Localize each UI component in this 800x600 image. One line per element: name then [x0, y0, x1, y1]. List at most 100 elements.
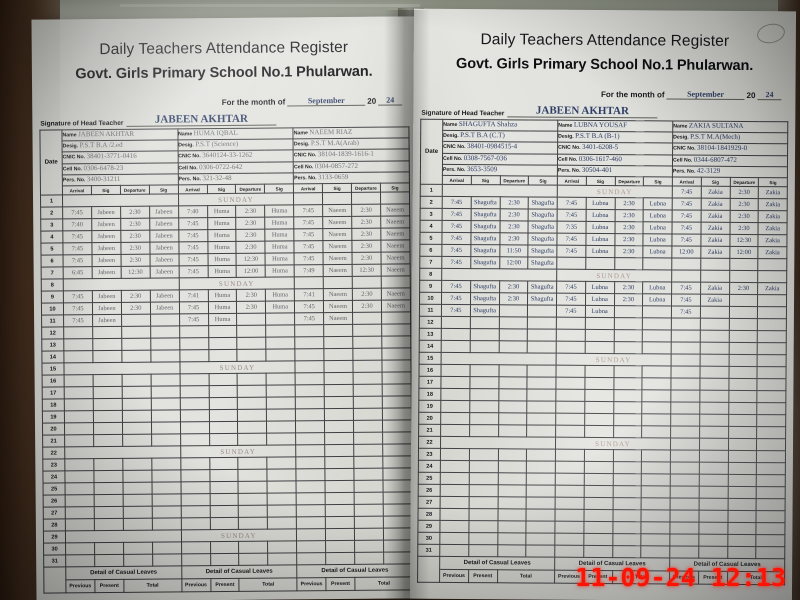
- attendance-cell[interactable]: [640, 545, 670, 558]
- attendance-cell[interactable]: [381, 323, 411, 337]
- attendance-cell[interactable]: Zakia: [700, 222, 730, 235]
- attendance-cell[interactable]: [497, 484, 527, 497]
- attendance-cell[interactable]: [699, 462, 728, 475]
- attendance-cell[interactable]: [209, 421, 239, 434]
- attendance-cell[interactable]: [469, 328, 499, 341]
- attendance-cell[interactable]: [65, 494, 95, 507]
- attendance-cell[interactable]: Naeem: [323, 312, 353, 325]
- attendance-cell[interactable]: [238, 457, 268, 470]
- attendance-cell[interactable]: Jabeen: [92, 266, 122, 279]
- attendance-cell[interactable]: [468, 508, 498, 521]
- attendance-cell[interactable]: 7:40: [178, 205, 208, 218]
- attendance-cell[interactable]: 7:45: [441, 232, 471, 245]
- teacher-2-pers[interactable]: Pers. No. 30504-401: [557, 164, 673, 177]
- attendance-cell[interactable]: [381, 347, 411, 361]
- attendance-cell[interactable]: 7:45: [556, 245, 586, 258]
- attendance-cell[interactable]: [728, 366, 758, 379]
- attendance-cell[interactable]: [122, 410, 152, 423]
- attendance-cell[interactable]: Zakia: [758, 222, 788, 235]
- attendance-cell[interactable]: [382, 383, 412, 397]
- attendance-cell[interactable]: [121, 314, 151, 327]
- attendance-cell[interactable]: [613, 305, 643, 318]
- attendance-cell[interactable]: Jabeen: [149, 253, 179, 267]
- attendance-cell[interactable]: 7:45: [63, 254, 93, 267]
- attendance-cell[interactable]: [293, 192, 323, 205]
- attendance-cell[interactable]: [208, 349, 238, 362]
- attendance-cell[interactable]: [93, 434, 123, 447]
- attendance-cell[interactable]: [266, 336, 296, 350]
- attendance-cell[interactable]: [440, 376, 470, 389]
- attendance-cell[interactable]: [383, 503, 413, 517]
- attendance-cell[interactable]: [641, 533, 670, 546]
- attendance-cell[interactable]: [295, 396, 325, 409]
- attendance-cell[interactable]: [64, 434, 94, 447]
- attendance-cell[interactable]: [295, 348, 325, 361]
- attendance-cell[interactable]: 2:30: [351, 240, 381, 253]
- attendance-cell[interactable]: [266, 432, 296, 446]
- attendance-cell[interactable]: [94, 518, 124, 531]
- attendance-cell[interactable]: [210, 553, 240, 566]
- attendance-cell[interactable]: [180, 457, 210, 470]
- attendance-cell[interactable]: [498, 328, 528, 341]
- attendance-cell[interactable]: [296, 504, 326, 517]
- attendance-cell[interactable]: Jabeen: [150, 301, 180, 315]
- head-teacher-value[interactable]: JABEEN AKHTAR: [507, 104, 658, 119]
- attendance-cell[interactable]: [237, 325, 267, 338]
- attendance-cell[interactable]: 2:30: [236, 205, 266, 218]
- attendance-cell[interactable]: [700, 318, 729, 331]
- attendance-cell[interactable]: [670, 485, 699, 499]
- attendance-cell[interactable]: [296, 456, 326, 469]
- attendance-cell[interactable]: [440, 496, 469, 509]
- attendance-cell[interactable]: Shagufta: [470, 244, 500, 257]
- attendance-cell[interactable]: [526, 508, 556, 522]
- teacher-3-cnic[interactable]: CNIC No. 38104-1841929-0: [672, 143, 788, 156]
- attendance-cell[interactable]: [613, 389, 643, 402]
- attendance-cell[interactable]: [382, 443, 412, 457]
- attendance-cell[interactable]: [729, 258, 759, 271]
- attendance-cell[interactable]: [526, 412, 556, 426]
- attendance-cell[interactable]: [210, 541, 240, 554]
- attendance-cell[interactable]: [122, 434, 152, 447]
- attendance-cell[interactable]: [555, 377, 585, 390]
- attendance-cell[interactable]: [497, 496, 527, 509]
- attendance-cell[interactable]: [208, 409, 238, 422]
- attendance-cell[interactable]: [442, 184, 558, 198]
- attendance-cell[interactable]: 2:30: [351, 216, 381, 229]
- attendance-cell[interactable]: Huma: [264, 204, 294, 218]
- attendance-cell[interactable]: [441, 268, 557, 282]
- attendance-cell[interactable]: [381, 335, 411, 349]
- attendance-cell[interactable]: [583, 545, 613, 558]
- attendance-cell[interactable]: [699, 378, 729, 391]
- attendance-cell[interactable]: [527, 328, 557, 342]
- attendance-cell[interactable]: [151, 481, 181, 495]
- attendance-cell[interactable]: 7:45: [178, 253, 208, 266]
- attendance-cell[interactable]: [294, 276, 324, 289]
- attendance-cell[interactable]: [468, 532, 498, 545]
- attendance-cell[interactable]: [497, 508, 527, 521]
- attendance-cell[interactable]: Shagufta: [470, 304, 499, 317]
- attendance-cell[interactable]: [757, 258, 787, 271]
- attendance-cell[interactable]: [151, 421, 181, 435]
- attendance-cell[interactable]: Shagufta: [527, 292, 557, 306]
- attendance-cell[interactable]: [265, 324, 295, 338]
- attendance-cell[interactable]: [440, 460, 470, 473]
- attendance-cell[interactable]: [728, 342, 758, 355]
- attendance-cell[interactable]: [63, 338, 93, 351]
- attendance-cell[interactable]: [296, 492, 326, 505]
- attendance-cell[interactable]: [64, 470, 94, 483]
- teacher-3-desig[interactable]: Desig. P.S.T M.A(Mech): [672, 132, 788, 145]
- attendance-cell[interactable]: [613, 413, 642, 426]
- attendance-cell[interactable]: Huma: [265, 288, 295, 302]
- attendance-cell[interactable]: [468, 544, 498, 557]
- attendance-cell[interactable]: [180, 421, 210, 434]
- attendance-cell[interactable]: [584, 413, 614, 426]
- attendance-cell[interactable]: [728, 330, 758, 343]
- attendance-cell[interactable]: [323, 324, 353, 337]
- attendance-cell[interactable]: [729, 270, 758, 283]
- attendance-cell[interactable]: [670, 437, 700, 451]
- attendance-cell[interactable]: [93, 422, 123, 435]
- attendance-cell[interactable]: [756, 534, 785, 547]
- attendance-cell[interactable]: 7:40: [62, 218, 92, 231]
- attendance-cell[interactable]: [555, 497, 584, 510]
- attendance-cell[interactable]: [642, 365, 672, 378]
